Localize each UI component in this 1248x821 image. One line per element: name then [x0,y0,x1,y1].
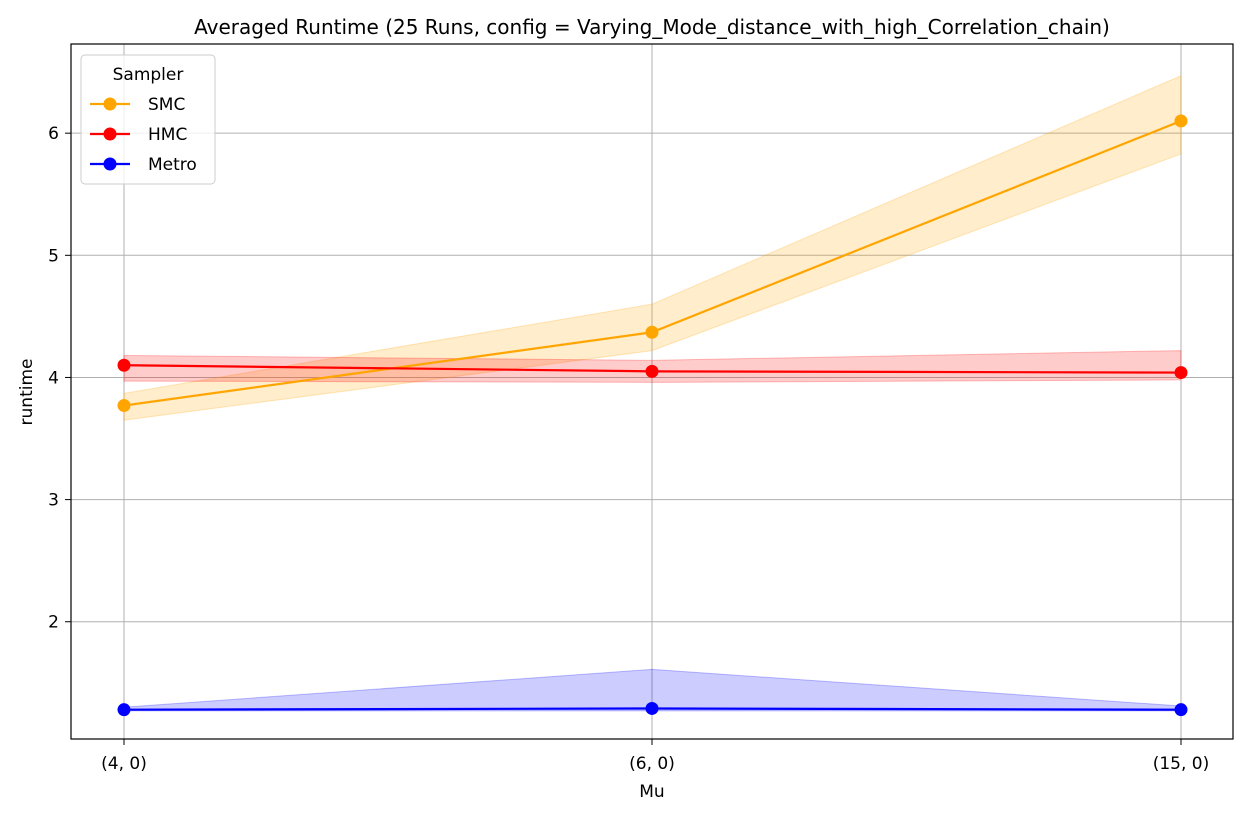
legend-box [80,54,216,185]
y-tick-label: 4 [48,368,59,388]
smc-data-point [1174,114,1188,128]
smc-data-point [645,325,659,339]
hmc-legend-label: HMC [148,125,187,145]
series-lines [117,114,1188,717]
x-tick-label: (6, 0) [629,754,675,774]
y-axis-label: runtime [17,359,37,426]
smc-data-point [117,399,131,413]
hmc-data-point [117,358,131,372]
metro-data-point [645,701,659,715]
metro-legend-marker [103,157,117,171]
hmc-data-point [645,364,659,378]
legend-entries: SMC HMC Metro [90,95,197,175]
x-tick-label: (4, 0) [101,754,147,774]
y-tick-label: 2 [48,613,59,633]
y-tick-label: 3 [48,491,59,511]
smc-legend-label: SMC [148,95,185,115]
y-tick-label: 6 [48,124,59,144]
metro-legend-label: Metro [148,155,197,175]
y-axis-ticks: 2 3 4 5 6 [48,124,71,633]
smc-legend-marker [103,97,117,111]
smc-confidence-band [123,74,1182,421]
metro-data-point [1174,703,1188,717]
chart-title: Averaged Runtime (25 Runs, config = Vary… [194,15,1110,39]
x-axis-label: Mu [639,782,664,802]
hmc-data-point [1174,366,1188,380]
metro-data-point [117,703,131,717]
x-axis-ticks: (4, 0) (6, 0) (15, 0) [101,739,1209,774]
legend-title: Sampler [113,65,184,85]
y-tick-label: 5 [48,246,59,266]
x-tick-label: (15, 0) [1153,754,1210,774]
hmc-legend-marker [103,127,117,141]
legend: Sampler SMC HMC Metro [80,54,216,185]
